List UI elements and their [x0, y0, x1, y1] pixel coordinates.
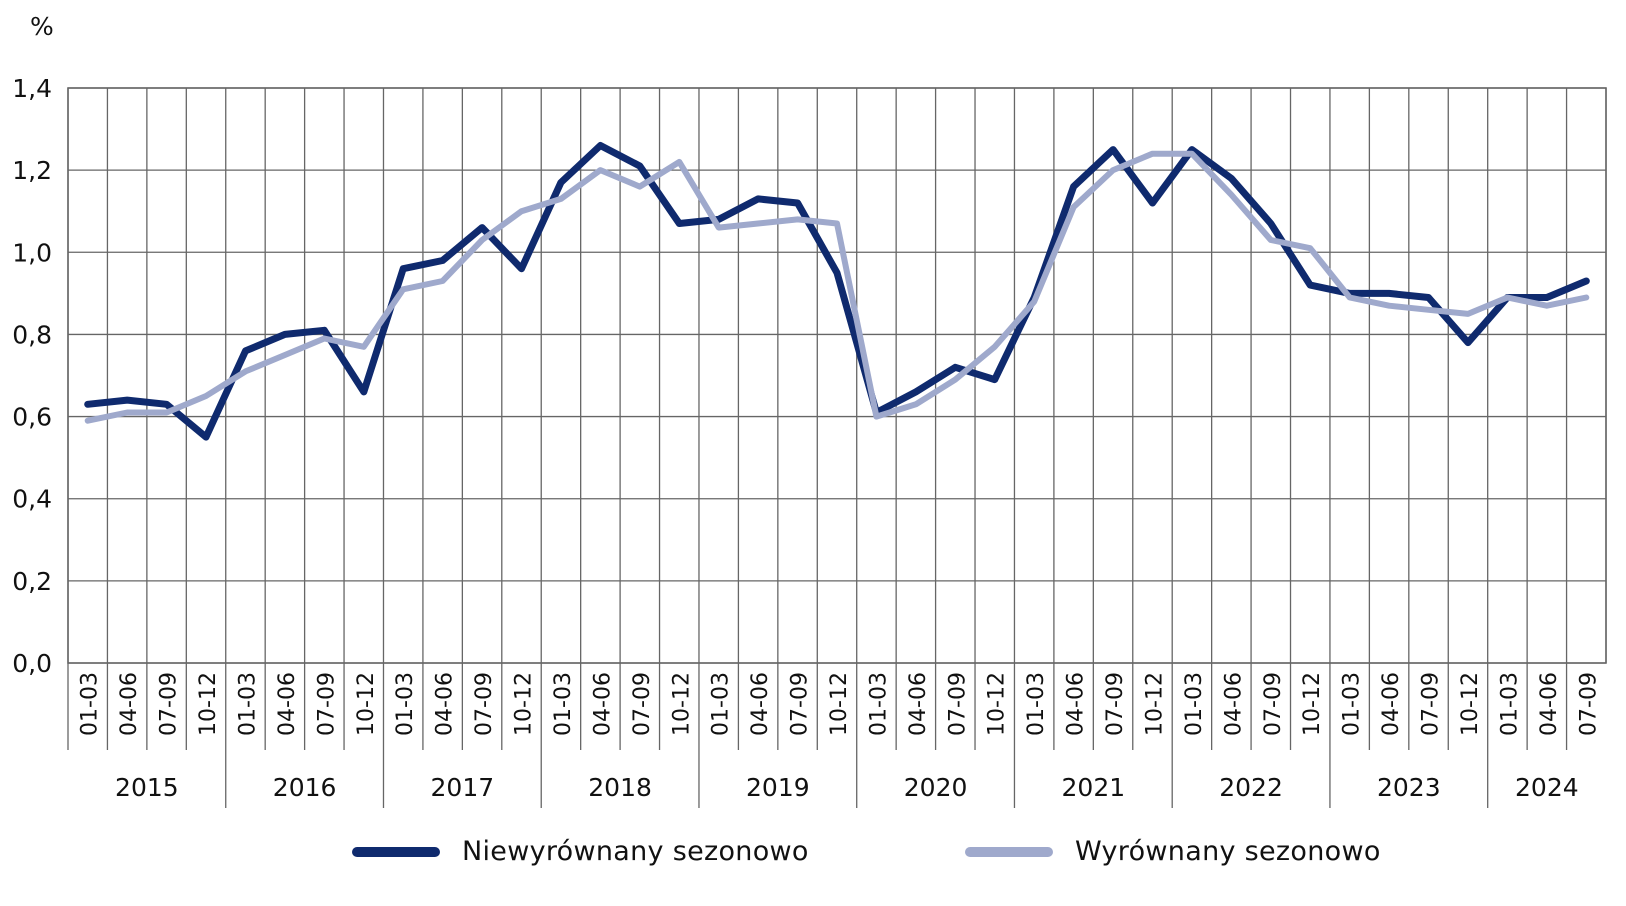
- x-tick-label: 07-09: [945, 672, 970, 736]
- x-tick-label: 01-03: [78, 672, 103, 736]
- year-label: 2021: [1062, 773, 1126, 802]
- x-tick-label: 10-12: [827, 672, 852, 736]
- x-tick-label: 07-09: [1103, 672, 1128, 736]
- x-tick-label: 01-03: [235, 672, 260, 736]
- x-tick-label: 10-12: [1458, 672, 1483, 736]
- y-tick-label: 0,2: [12, 567, 52, 596]
- y-tick-label: 0,8: [12, 320, 52, 349]
- x-tick-label: 10-12: [512, 672, 537, 736]
- year-label: 2019: [746, 773, 810, 802]
- x-tick-label: 01-03: [1340, 672, 1365, 736]
- legend-label-niewyrownany: Niewyrównany sezonowo: [462, 836, 809, 867]
- legend-item-niewyrownany: Niewyrównany sezonowo: [352, 836, 809, 867]
- x-tick-label: 10-12: [1300, 672, 1325, 736]
- x-tick-label: 04-06: [748, 672, 773, 736]
- x-tick-label: 07-09: [788, 672, 813, 736]
- x-tick-label: 10-12: [1142, 672, 1167, 736]
- x-tick-label: 04-06: [1379, 672, 1404, 736]
- x-tick-label: 04-06: [1064, 672, 1089, 736]
- year-label: 2018: [588, 773, 652, 802]
- year-label: 2023: [1377, 773, 1441, 802]
- x-tick-label: 07-09: [1261, 672, 1286, 736]
- x-tick-label: 10-12: [196, 672, 221, 736]
- x-tick-label: 10-12: [669, 672, 694, 736]
- x-tick-label: 01-03: [1182, 672, 1207, 736]
- x-tick-label: 01-03: [709, 672, 734, 736]
- y-tick-label: 0,6: [12, 403, 52, 432]
- y-tick-label: 1,0: [12, 238, 52, 267]
- x-tick-label: 07-09: [1419, 672, 1444, 736]
- legend-label-wyrownany: Wyrównany sezonowo: [1075, 836, 1381, 867]
- legend-swatch-niewyrownany: [352, 846, 440, 857]
- plot-area: [67, 87, 1607, 664]
- y-axis-label: %: [30, 12, 54, 41]
- x-tick-label: 01-03: [393, 672, 418, 736]
- series-line-niewyrownany: [84, 142, 1590, 441]
- x-tick-label: 01-03: [551, 672, 576, 736]
- y-tick-label: 0,0: [12, 649, 52, 678]
- year-label: 2022: [1219, 773, 1283, 802]
- series-line-wyrownany: [84, 150, 1590, 424]
- x-tick-label: 01-03: [866, 672, 891, 736]
- x-tick-label: 01-03: [1497, 672, 1522, 736]
- x-tick-label: 07-09: [1576, 672, 1601, 736]
- x-tick-label: 01-03: [1024, 672, 1049, 736]
- x-tick-label: 07-09: [630, 672, 655, 736]
- x-tick-label: 07-09: [314, 672, 339, 736]
- x-tick-label: 04-06: [906, 672, 931, 736]
- year-label: 2017: [431, 773, 495, 802]
- y-tick-label: 1,4: [12, 74, 52, 103]
- x-tick-label: 07-09: [157, 672, 182, 736]
- year-label: 2024: [1515, 773, 1579, 802]
- x-tick-label: 10-12: [985, 672, 1010, 736]
- x-tick-label: 04-06: [275, 672, 300, 736]
- x-tick-label: 04-06: [1221, 672, 1246, 736]
- year-label: 2020: [904, 773, 968, 802]
- x-tick-label: 04-06: [590, 672, 615, 736]
- x-tick-label: 04-06: [433, 672, 458, 736]
- year-label: 2016: [273, 773, 337, 802]
- x-tick-label: 07-09: [472, 672, 497, 736]
- x-tick-label: 04-06: [1537, 672, 1562, 736]
- y-tick-label: 1,2: [12, 156, 52, 185]
- y-tick-label: 0,4: [12, 485, 52, 514]
- legend-swatch-wyrownany: [965, 846, 1053, 857]
- x-tick-label: 04-06: [117, 672, 142, 736]
- legend: Niewyrównany sezonowo Wyrównany sezonowo: [0, 836, 1626, 876]
- year-label: 2015: [115, 773, 179, 802]
- legend-item-wyrownany: Wyrównany sezonowo: [965, 836, 1381, 867]
- x-tick-label: 10-12: [354, 672, 379, 736]
